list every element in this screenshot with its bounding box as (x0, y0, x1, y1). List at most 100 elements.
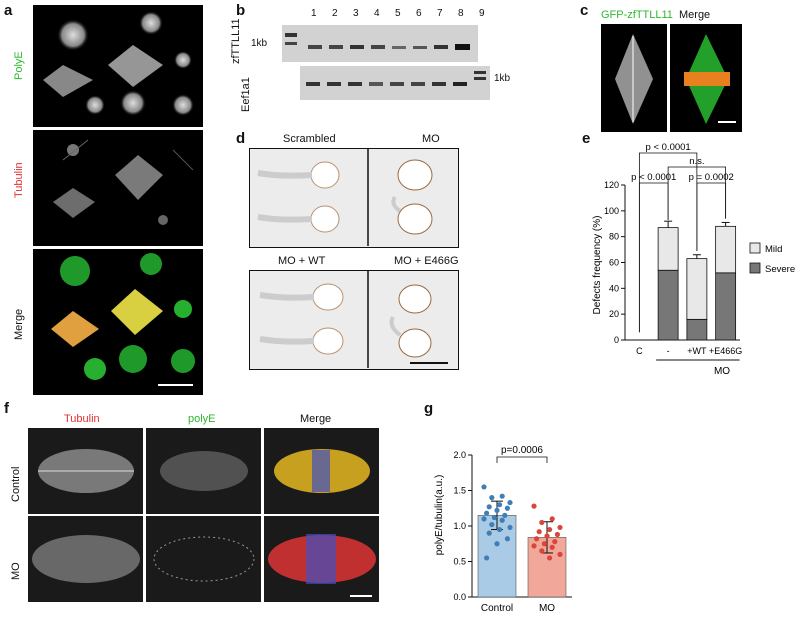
panel-f-row-control: Control (10, 466, 22, 502)
g-points (481, 484, 563, 561)
lane-number: 2 (332, 8, 338, 19)
chart-e: Defects frequency (%) 0 20 40 60 80 100 120 C - +… (592, 142, 795, 377)
panel-a-polye-image (33, 5, 203, 127)
e-legend-label: Mild (765, 244, 782, 255)
g-point (539, 519, 545, 526)
g-ytick-label: 0.5 (453, 557, 466, 567)
g-point (481, 484, 487, 490)
g-point (481, 516, 487, 522)
lane-number: 3 (353, 8, 359, 19)
panel-f-mo-polye (146, 516, 261, 602)
panel-f-control-polye (146, 428, 261, 514)
g-point (547, 526, 553, 533)
panel-b-marker-label: 1kb (251, 38, 268, 49)
g-point (504, 536, 510, 542)
panel-f-label: f (4, 400, 9, 417)
g-point (502, 512, 508, 518)
g-point (557, 524, 563, 531)
panel-d-cond-mo-e466g: MO + E466G (394, 255, 459, 267)
e-annotation-text: p = 0.0002 (689, 172, 734, 183)
panel-f-col-polye: polyE (188, 413, 216, 425)
e-bar-severe (657, 269, 679, 341)
g-point (494, 507, 500, 513)
e-category-label: C (636, 346, 643, 356)
panel-c-merge-image (670, 24, 742, 132)
g-point (486, 504, 492, 510)
panel-d-top-box (249, 148, 459, 248)
g-point (507, 524, 513, 531)
panel-b-gene-top: zfTTLL11 (230, 18, 242, 64)
g-point (486, 530, 492, 536)
g-point (484, 510, 490, 516)
g-ytick-label: 1.5 (453, 486, 466, 496)
g-point (549, 544, 555, 550)
e-ytick-label: 60 (609, 258, 619, 268)
e-bar-severe (715, 272, 737, 341)
g-ylabel: polyE/tubulin(a.u.) (434, 475, 445, 556)
e-axes: 0 20 40 60 80 100 120 C - +WT +E466G (604, 180, 742, 361)
g-point (504, 505, 510, 511)
e-ytick-label: 80 (609, 232, 619, 242)
g-ytick-label: 1.0 (453, 521, 466, 531)
e-ytick-label: 40 (609, 283, 619, 293)
panel-f-control-merge (264, 428, 379, 514)
panel-g-label: g (424, 400, 434, 417)
panel-c-label: c (580, 2, 589, 19)
e-ytick-label: 20 (609, 309, 619, 319)
e-bar-mild (686, 258, 708, 320)
e-bar-severe (686, 318, 708, 341)
g-annotation-text: p=0.0006 (501, 445, 543, 456)
g-point (507, 499, 513, 506)
e-legend-swatch (749, 262, 761, 274)
e-annotation-text: p < 0.0001 (631, 172, 676, 183)
panel-e-label: e (582, 130, 591, 147)
e-annotation-text: n.s. (689, 156, 704, 167)
g-point (536, 529, 542, 535)
e-annotation-bracket (696, 182, 727, 251)
lane-number: 8 (458, 8, 464, 19)
panel-b-lane-numbers: 1 2 3 4 5 6 7 8 9 (300, 8, 485, 22)
panel-d-cond-scrambled: Scrambled (283, 133, 336, 145)
panel-a-channel-polye: PolyE (13, 51, 25, 80)
g-point (499, 493, 505, 499)
panel-f-col-merge: Merge (300, 413, 332, 425)
panel-f-mo-merge (264, 516, 379, 602)
e-annotations: p < 0.0001 n.s. p < 0.0001 p = 0.0002 (631, 142, 734, 333)
panel-d-cond-mo: MO (422, 133, 440, 145)
panel-b-label: b (236, 2, 246, 19)
g-annotation: p=0.0006 (496, 445, 548, 463)
panel-b-marker-label-right: 1kb (494, 73, 511, 84)
g-point (554, 531, 560, 538)
g-point (491, 514, 497, 521)
panel-c-gfp-image (601, 24, 667, 132)
panel-a-channel-merge: Merge (13, 308, 25, 340)
panel-f-col-tubulin: Tubulin (64, 413, 100, 425)
lane-number: 6 (416, 8, 422, 19)
g-point (557, 551, 563, 557)
gel-top (282, 25, 478, 62)
panel-f-mo-tubulin (28, 516, 143, 602)
panel-a-tubulin-image (33, 130, 203, 246)
panel-a-channel-tubulin: Tubulin (13, 162, 25, 198)
e-ytick-label: 0 (614, 335, 619, 345)
g-ytick-label: 2.0 (453, 450, 466, 460)
g-point (497, 526, 503, 533)
e-bar-mild (657, 227, 679, 271)
g-point (489, 521, 495, 528)
e-category-label: +WT (687, 346, 707, 356)
chart-g: polyE/tubulin(a.u.) 0.0 0.5 1.0 1.5 2.0 Contr… (434, 445, 572, 614)
e-category-label: +E466G (709, 346, 742, 356)
e-ytick-label: 120 (604, 180, 619, 190)
g-point (531, 543, 537, 549)
panel-f-row-mo: MO (10, 562, 22, 580)
e-group-label: MO (714, 366, 730, 377)
g-point (531, 503, 537, 509)
g-ytick-label: 0.0 (453, 592, 466, 602)
lane-number: 9 (479, 8, 485, 19)
panel-a-label: a (4, 2, 13, 19)
g-point (541, 541, 547, 547)
e-bar-mild (715, 225, 737, 274)
panel-d-label: d (236, 130, 246, 147)
g-point (484, 555, 490, 561)
lane-number: 4 (374, 8, 380, 19)
